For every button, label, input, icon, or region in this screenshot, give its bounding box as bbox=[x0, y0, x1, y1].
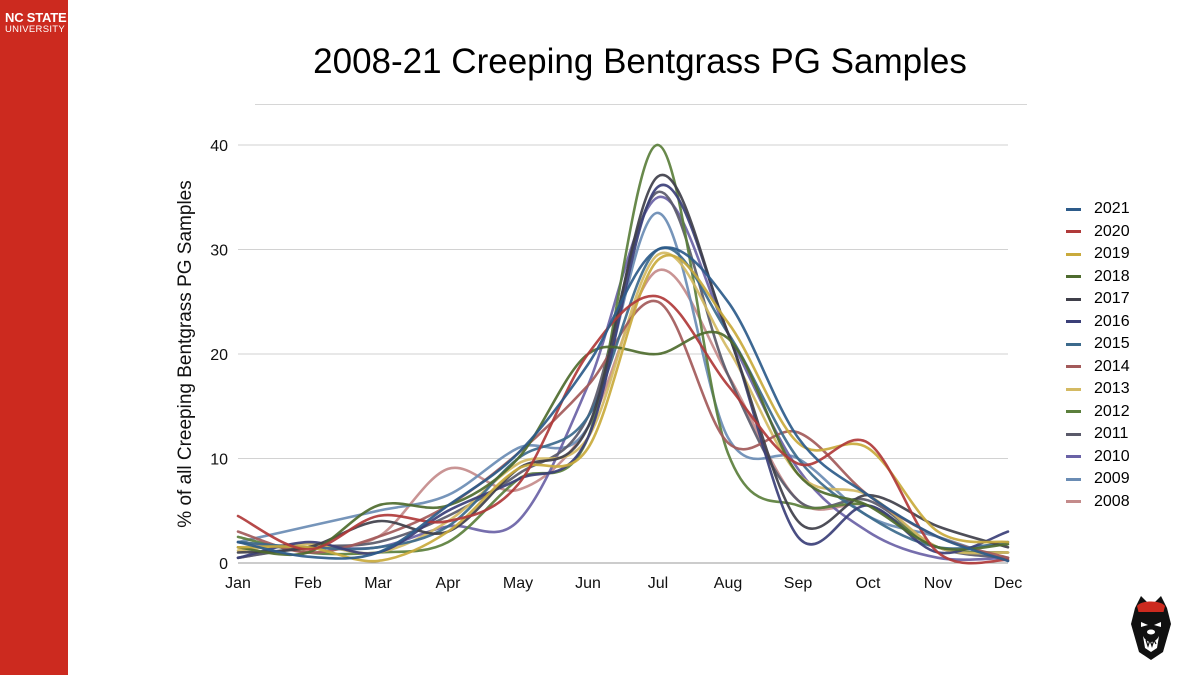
legend-item: 2016 bbox=[1066, 311, 1186, 334]
series-line-2020 bbox=[236, 294, 1010, 565]
y-tick-label: 30 bbox=[210, 243, 228, 260]
legend-label: 2011 bbox=[1094, 425, 1129, 443]
legend-label: 2021 bbox=[1094, 200, 1130, 218]
legend-swatch bbox=[1066, 365, 1081, 369]
legend-swatch bbox=[1066, 230, 1081, 234]
page-title: 2008-21 Creeping Bentgrass PG Samples bbox=[313, 42, 967, 81]
y-axis-label: % of all Creeping Bentgrass PG Samples bbox=[175, 180, 196, 527]
brand-sidebar: NC STATE UNIVERSITY bbox=[0, 0, 68, 675]
series-line-2018 bbox=[236, 330, 1010, 557]
x-tick-label: Dec bbox=[994, 575, 1022, 592]
x-tick-label: Nov bbox=[924, 575, 952, 592]
series-line-2019 bbox=[236, 253, 1010, 563]
x-tick-label: Jul bbox=[648, 575, 668, 592]
legend-item: 2009 bbox=[1066, 468, 1186, 491]
legend-item: 2013 bbox=[1066, 378, 1186, 401]
legend-item: 2021 bbox=[1066, 198, 1186, 221]
chart-legend: 2021 2020 2019 2018 2017 2016 2015 2014 2013 2012… bbox=[1066, 198, 1186, 513]
legend-item: 2008 bbox=[1066, 491, 1186, 514]
legend-swatch bbox=[1066, 320, 1081, 324]
legend-swatch bbox=[1066, 432, 1081, 436]
x-tick-label: Aug bbox=[714, 575, 742, 592]
legend-item: 2012 bbox=[1066, 401, 1186, 424]
legend-label: 2008 bbox=[1094, 492, 1130, 510]
brand-subtitle: UNIVERSITY bbox=[5, 24, 66, 35]
x-tick-label: Mar bbox=[364, 575, 392, 592]
legend-item: 2014 bbox=[1066, 356, 1186, 379]
legend-label: 2017 bbox=[1094, 290, 1130, 308]
legend-swatch bbox=[1066, 297, 1081, 301]
legend-swatch bbox=[1066, 387, 1081, 391]
legend-item: 2019 bbox=[1066, 243, 1186, 266]
series-line-2021 bbox=[236, 246, 1010, 563]
legend-item: 2011 bbox=[1066, 423, 1186, 446]
y-tick-label: 40 bbox=[210, 138, 228, 155]
legend-item: 2010 bbox=[1066, 446, 1186, 469]
x-tick-label: Oct bbox=[856, 575, 881, 592]
legend-swatch bbox=[1066, 500, 1081, 504]
series-line-2017 bbox=[236, 173, 1010, 554]
legend-item: 2015 bbox=[1066, 333, 1186, 356]
legend-item: 2018 bbox=[1066, 266, 1186, 289]
legend-label: 2010 bbox=[1094, 447, 1130, 465]
legend-label: 2009 bbox=[1094, 470, 1130, 488]
legend-label: 2015 bbox=[1094, 335, 1130, 353]
legend-swatch bbox=[1066, 342, 1081, 346]
brand-name: NC STATE bbox=[5, 10, 67, 25]
legend-swatch bbox=[1066, 410, 1081, 414]
legend-item: 2020 bbox=[1066, 221, 1186, 244]
legend-item: 2017 bbox=[1066, 288, 1186, 311]
y-tick-label: 20 bbox=[210, 347, 228, 364]
series-line-2015 bbox=[236, 246, 1010, 551]
legend-swatch bbox=[1066, 455, 1081, 459]
legend-label: 2013 bbox=[1094, 380, 1130, 398]
y-tick-label: 10 bbox=[210, 452, 228, 469]
x-tick-label: May bbox=[503, 575, 533, 592]
x-tick-label: Sep bbox=[784, 575, 813, 592]
x-tick-label: Jan bbox=[225, 575, 251, 592]
legend-label: 2018 bbox=[1094, 267, 1130, 285]
legend-label: 2014 bbox=[1094, 357, 1130, 375]
legend-swatch bbox=[1066, 252, 1081, 256]
wolf-mascot-icon bbox=[1131, 596, 1171, 660]
x-tick-label: Apr bbox=[436, 575, 462, 592]
legend-label: 2016 bbox=[1094, 312, 1130, 330]
legend-swatch bbox=[1066, 275, 1081, 279]
y-tick-label: 0 bbox=[219, 556, 228, 573]
legend-swatch bbox=[1066, 477, 1081, 481]
legend-label: 2019 bbox=[1094, 245, 1130, 263]
series-line-2010 bbox=[236, 195, 1010, 562]
legend-label: 2020 bbox=[1094, 222, 1130, 240]
x-tick-label: Feb bbox=[294, 575, 322, 592]
x-tick-label: Jun bbox=[575, 575, 601, 592]
legend-swatch bbox=[1066, 207, 1081, 211]
legend-label: 2012 bbox=[1094, 402, 1130, 420]
title-divider bbox=[255, 104, 1027, 105]
